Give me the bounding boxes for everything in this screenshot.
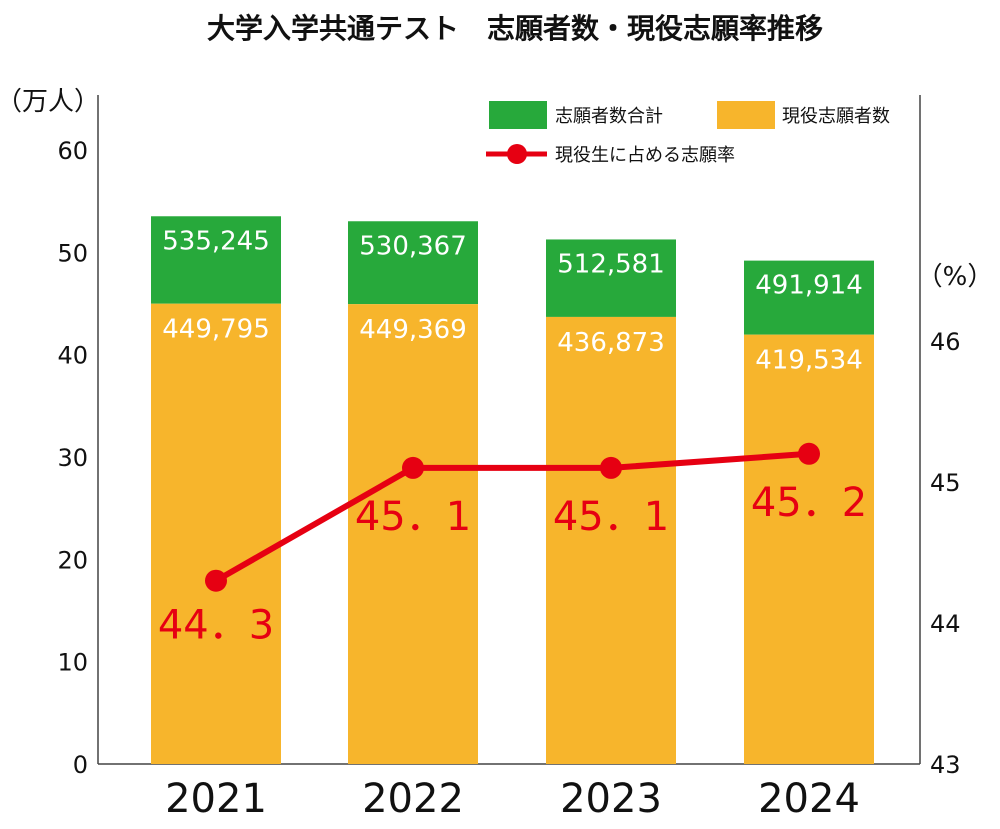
- bar-label-total-2023: 512,581: [557, 249, 665, 279]
- y-left-tick-0: 0: [73, 751, 88, 779]
- legend-label-current: 現役志願者数: [782, 106, 890, 127]
- bar-total-2021: [151, 216, 281, 304]
- bar-current-2023: [546, 316, 676, 764]
- x-tick-2022: 2022: [362, 776, 464, 822]
- rate-label-2024: 45．2: [751, 480, 867, 526]
- legend: 志願者数合計 現役志願者数 現役生に占める志願率: [486, 101, 890, 166]
- bar-total-2022: [348, 221, 478, 305]
- chart-title: 大学入学共通テスト 志願者数・現役志願率推移: [207, 12, 823, 45]
- rate-point-2021: [205, 569, 227, 592]
- rate-label-2022: 45．1: [355, 494, 471, 540]
- bar-label-current-2024: 419,534: [755, 346, 863, 376]
- y-left-tick-10: 10: [57, 649, 88, 677]
- y-right-tick-46: 46: [930, 328, 961, 356]
- y-left-tick-60: 60: [57, 137, 88, 165]
- x-tick-2023: 2023: [560, 776, 662, 822]
- bar-total-2023: [546, 239, 676, 317]
- y-left-tick-20: 20: [57, 546, 88, 574]
- bar-label-current-2023: 436,873: [557, 328, 665, 358]
- legend-label-total: 志願者数合計: [555, 106, 663, 127]
- bar-label-current-2021: 449,795: [162, 315, 270, 345]
- x-tick-2021: 2021: [165, 776, 267, 822]
- y-right-tick-44: 44: [930, 610, 961, 638]
- bar-total-2024: [744, 260, 874, 335]
- y-left-tick-40: 40: [57, 342, 88, 370]
- y-right-tick-45: 45: [930, 469, 961, 497]
- bar-label-total-2021: 535,245: [162, 226, 270, 256]
- ticks-layer: 2021 2022 2023 2024 0 10 20 30 40 50 60 43 44 45 46: [57, 137, 960, 822]
- legend-label-rate: 現役生に占める志願率: [555, 145, 735, 166]
- rate-label-2021: 44．3: [158, 603, 274, 649]
- x-tick-2024: 2024: [758, 776, 860, 822]
- bar-current-2022: [348, 304, 478, 764]
- bar-current-2021: [151, 303, 281, 764]
- legend-swatch-total: [489, 101, 547, 129]
- bar-label-current-2022: 449,369: [359, 315, 467, 345]
- y-right-unit-label: （%）: [917, 262, 994, 292]
- bar-label-total-2022: 530,367: [359, 231, 467, 261]
- legend-swatch-current: [717, 101, 775, 129]
- y-left-tick-50: 50: [57, 239, 88, 267]
- line-layer: 44．3 45．1 45．1 45．2: [158, 442, 867, 649]
- rate-label-2023: 45．1: [553, 494, 669, 540]
- bar-current-2024: [744, 334, 874, 764]
- bars-layer: 535,245 449,795 530,367 449,369 512,581 436,8…: [151, 216, 874, 764]
- rate-point-2024: [798, 442, 820, 465]
- bar-label-total-2024: 491,914: [755, 271, 863, 301]
- y-left-tick-30: 30: [57, 444, 88, 472]
- y-left-unit-label: （万人）: [0, 87, 100, 117]
- y-right-tick-43: 43: [930, 751, 961, 779]
- rate-point-2023: [600, 456, 622, 479]
- rate-point-2022: [402, 456, 424, 479]
- legend-marker-rate: [507, 144, 527, 164]
- rate-line: [213, 450, 812, 584]
